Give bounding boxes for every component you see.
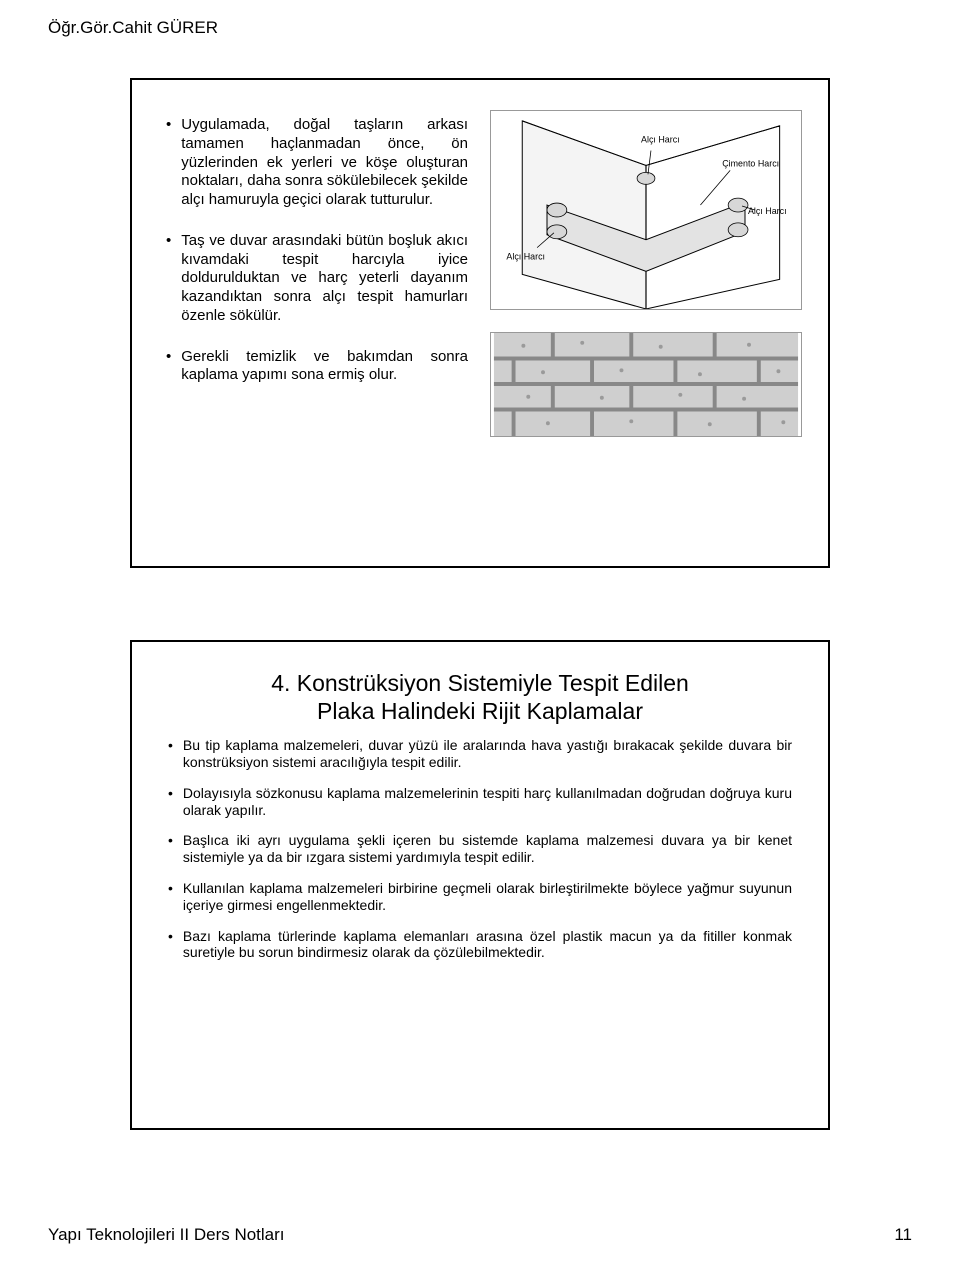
slide-1-bullet-3: • Gerekli temizlik ve bakımdan sonra kap…	[166, 348, 468, 386]
bullet-dot-icon: •	[166, 116, 181, 210]
slide-2: 4. Konstrüksiyon Sistemiyle Tespit Edile…	[130, 640, 830, 1130]
bullet-text: Uygulamada, doğal taşların arkası tamame…	[181, 116, 468, 210]
slide-2-bullet-5: • Bazı kaplama türlerinde kaplama eleman…	[168, 928, 792, 962]
bullet-text: Dolayısıyla sözkonusu kaplama malzemeler…	[183, 785, 792, 819]
slide-2-bullet-2: • Dolayısıyla sözkonusu kaplama malzemel…	[168, 785, 792, 819]
slide-1-bullet-1: • Uygulamada, doğal taşların arkası tama…	[166, 116, 468, 210]
figure-stone-wall	[490, 332, 802, 437]
bullet-dot-icon: •	[168, 737, 183, 771]
bullet-dot-icon: •	[168, 928, 183, 962]
slide-1-bullet-2: • Taş ve duvar arasındaki bütün boşluk a…	[166, 232, 468, 326]
figure-stone-wall-svg	[491, 333, 801, 436]
slide-2-bullet-1: • Bu tip kaplama malzemeleri, duvar yüzü…	[168, 737, 792, 771]
figure-label: Çimento Harcı	[722, 158, 779, 168]
slide-2-title: 4. Konstrüksiyon Sistemiyle Tespit Edile…	[168, 670, 792, 725]
slide-1-figure-column: Alçı Harcı Çimento Harcı Alçı Harcı Alçı…	[480, 80, 828, 566]
bullet-text: Bazı kaplama türlerinde kaplama elemanla…	[183, 928, 792, 962]
bullet-text: Taş ve duvar arasındaki bütün boşluk akı…	[181, 232, 468, 326]
slide-2-title-line2: Plaka Halindeki Rijit Kaplamalar	[168, 698, 792, 726]
figure-corner-cladding: Alçı Harcı Çimento Harcı Alçı Harcı Alçı…	[490, 110, 802, 310]
slide-2-bullet-3: • Başlıca iki ayrı uygulama şekli içeren…	[168, 832, 792, 866]
bullet-text: Başlıca iki ayrı uygulama şekli içeren b…	[183, 832, 792, 866]
slide-2-bullet-4: • Kullanılan kaplama malzemeleri birbiri…	[168, 880, 792, 914]
bullet-dot-icon: •	[168, 832, 183, 866]
bullet-text: Bu tip kaplama malzemeleri, duvar yüzü i…	[183, 737, 792, 771]
slide-1: • Uygulamada, doğal taşların arkası tama…	[130, 78, 830, 568]
bullet-text: Kullanılan kaplama malzemeleri birbirine…	[183, 880, 792, 914]
figure-label: Alçı Harcı	[506, 252, 545, 262]
bullet-dot-icon: •	[168, 880, 183, 914]
slide-2-title-line1: 4. Konstrüksiyon Sistemiyle Tespit Edile…	[168, 670, 792, 698]
page-footer-left: Yapı Teknolojileri II Ders Notları	[48, 1225, 285, 1245]
slide-1-text-column: • Uygulamada, doğal taşların arkası tama…	[132, 80, 480, 566]
page-header: Öğr.Gör.Cahit GÜRER	[48, 18, 218, 38]
page-footer-right: 11	[894, 1225, 912, 1245]
figure-label: Alçı Harcı	[748, 206, 787, 216]
bullet-text: Gerekli temizlik ve bakımdan sonra kapla…	[181, 348, 468, 386]
figure-corner-svg: Alçı Harcı Çimento Harcı Alçı Harcı Alçı…	[491, 111, 801, 309]
figure-label: Alçı Harcı	[641, 135, 680, 145]
bullet-dot-icon: •	[168, 785, 183, 819]
bullet-dot-icon: •	[166, 232, 181, 326]
bullet-dot-icon: •	[166, 348, 181, 386]
